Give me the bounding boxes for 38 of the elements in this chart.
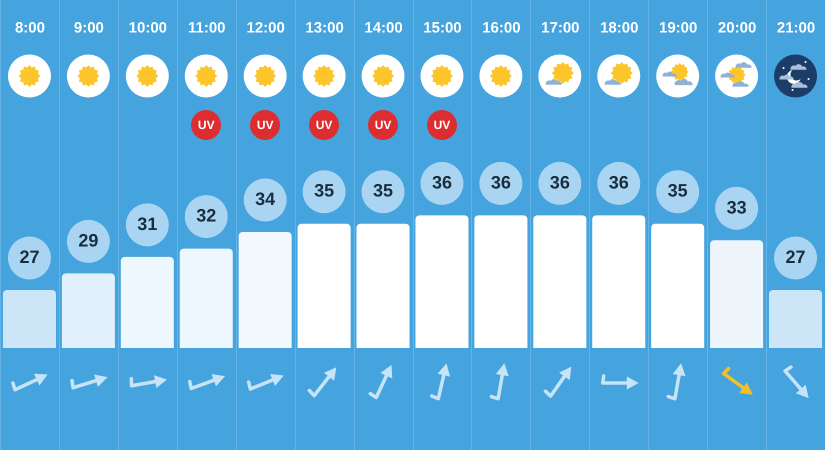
annotation: UV [374,118,392,132]
uv-badge: UV [426,110,457,140]
data-label: 36 [432,172,452,192]
x-tick-label: 15:00 [423,20,462,36]
data-label: 31 [137,214,158,234]
annotation: UV [316,118,332,132]
uv-badge: UV [309,110,340,140]
x-tick-label: 21:00 [776,20,816,36]
data-label: 36 [490,172,511,192]
x-tick-label: 18:00 [600,20,638,36]
data-label: 35 [373,180,394,201]
x-tick-label: 14:00 [364,20,403,36]
uv-badge: UV [368,110,398,140]
data-label: 29 [78,230,98,250]
data-label: 33 [726,197,747,218]
annotation: UV [434,118,450,132]
x-tick-label: 13:00 [305,20,344,36]
x-tick-label: 10:00 [128,20,168,36]
x-tick-label: 16:00 [482,20,521,36]
data-label: 27 [786,247,806,267]
data-label: 35 [314,180,334,201]
data-label: 35 [668,180,688,201]
data-label: 36 [608,172,629,192]
x-tick-label: 9:00 [74,20,104,36]
data-label: 27 [19,247,40,267]
x-tick-label: 17:00 [541,20,580,36]
data-label: 32 [196,206,216,226]
annotation: UV [198,118,215,132]
x-tick-label: 8:00 [14,20,45,36]
uv-badge: UV [250,110,280,140]
x-tick-label: 11:00 [188,20,226,36]
data-label: 34 [255,189,276,209]
uv-badge: UV [191,110,222,140]
annotation: UV [256,118,274,132]
x-tick-label: 20:00 [718,20,756,36]
x-tick-label: 19:00 [658,20,698,36]
data-label: 36 [550,172,570,192]
x-tick-label: 12:00 [246,20,285,36]
